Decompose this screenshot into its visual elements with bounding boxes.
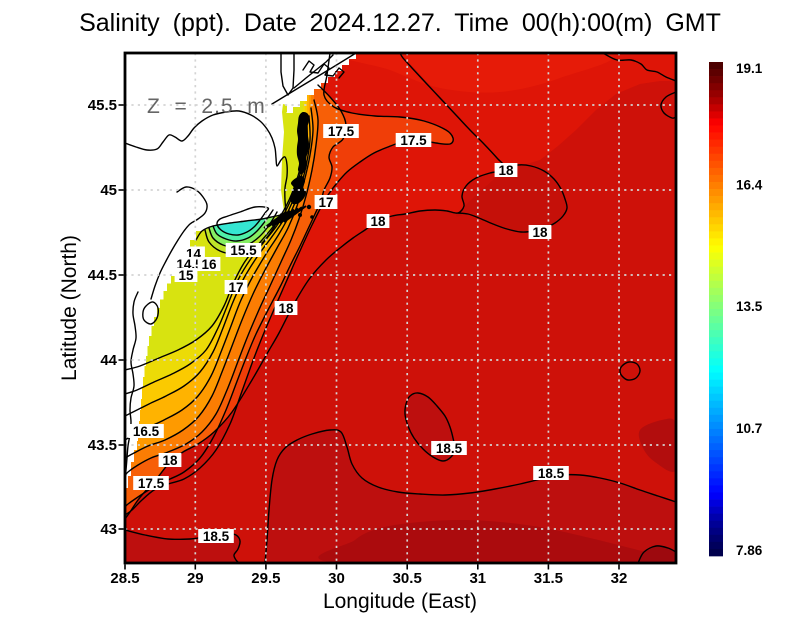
svg-text:Latitude (North): Latitude (North) (58, 235, 81, 381)
svg-text:18: 18 (498, 163, 514, 178)
svg-text:29: 29 (187, 570, 204, 587)
svg-text:10.7: 10.7 (736, 421, 762, 436)
svg-text:18.5: 18.5 (203, 529, 230, 544)
svg-text:30.5: 30.5 (393, 570, 422, 587)
svg-text:44: 44 (100, 352, 117, 369)
svg-text:Longitude (East): Longitude (East) (323, 590, 477, 613)
svg-text:45.5: 45.5 (88, 97, 117, 114)
svg-text:29.5: 29.5 (251, 570, 280, 587)
svg-text:32: 32 (611, 570, 628, 587)
svg-text:15.5: 15.5 (230, 243, 257, 258)
svg-text:44.5: 44.5 (88, 267, 117, 284)
svg-text:18: 18 (532, 225, 548, 240)
svg-text:16.4: 16.4 (736, 178, 763, 193)
svg-text:18: 18 (162, 453, 178, 468)
svg-text:17: 17 (318, 195, 333, 210)
svg-text:45: 45 (100, 182, 117, 199)
svg-text:15: 15 (178, 268, 194, 283)
svg-text:18: 18 (278, 301, 294, 316)
svg-text:Salinity (ppt). Date 2024.12.2: Salinity (ppt). Date 2024.12.27. Time 00… (79, 9, 721, 37)
svg-text:17.5: 17.5 (400, 133, 427, 148)
svg-text:43.5: 43.5 (88, 437, 117, 454)
svg-text:16: 16 (201, 257, 217, 272)
svg-text:19.1: 19.1 (736, 61, 763, 76)
svg-text:Z = 2.5 m: Z = 2.5 m (147, 95, 266, 118)
svg-text:18.5: 18.5 (436, 441, 463, 456)
svg-text:16.5: 16.5 (133, 424, 160, 439)
svg-text:30: 30 (328, 570, 345, 587)
svg-text:31: 31 (469, 570, 486, 587)
svg-text:7.86: 7.86 (736, 543, 763, 558)
svg-text:28.5: 28.5 (110, 570, 139, 587)
svg-text:17.5: 17.5 (138, 476, 165, 491)
svg-text:31.5: 31.5 (534, 570, 563, 587)
svg-text:43: 43 (100, 521, 117, 538)
svg-text:18.5: 18.5 (538, 466, 565, 481)
svg-text:17.5: 17.5 (328, 124, 355, 139)
svg-text:17: 17 (228, 280, 243, 295)
svg-text:13.5: 13.5 (736, 299, 763, 314)
svg-text:18: 18 (370, 214, 386, 229)
